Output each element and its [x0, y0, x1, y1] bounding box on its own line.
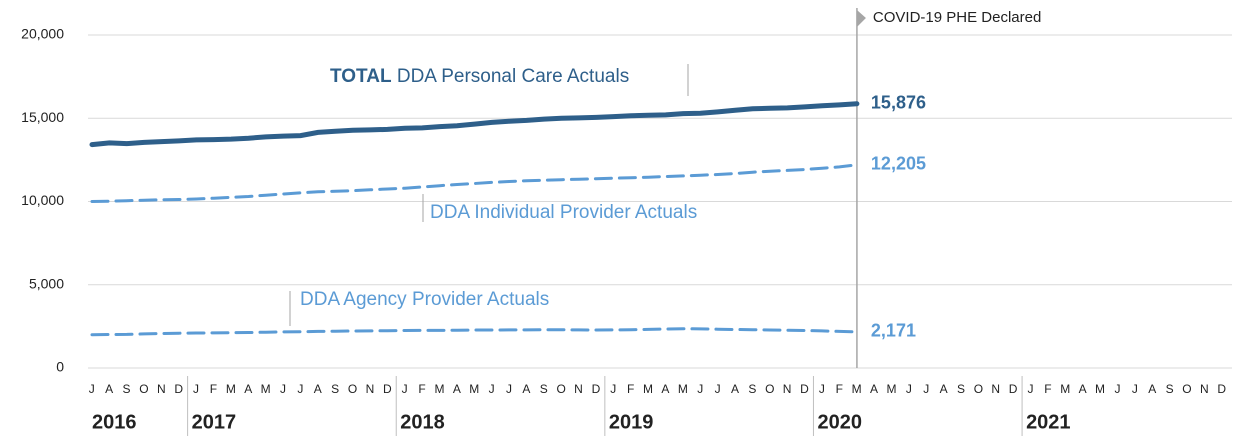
x-tick-label: J	[1114, 382, 1121, 396]
year-label: 2020	[817, 411, 862, 433]
x-tick-label: J	[1132, 382, 1139, 396]
x-tick-label: J	[697, 382, 704, 396]
y-tick-label: 0	[56, 359, 64, 375]
x-tick-label: A	[870, 382, 879, 396]
y-tick-label: 15,000	[21, 109, 64, 125]
x-tick-label: M	[261, 382, 272, 396]
x-tick-label: O	[348, 382, 358, 396]
x-tick-label: A	[661, 382, 670, 396]
x-tick-label: M	[1060, 382, 1071, 396]
x-tick-label: F	[418, 382, 426, 396]
x-tick-label: S	[1166, 382, 1175, 396]
x-tick-label: O	[139, 382, 149, 396]
x-tick-label: F	[836, 382, 844, 396]
x-tick-label: M	[678, 382, 689, 396]
x-tick-label: O	[974, 382, 984, 396]
x-tick-label: J	[489, 382, 496, 396]
x-tick-label: S	[123, 382, 132, 396]
series-label: DDA Agency Provider Actuals	[300, 289, 549, 310]
x-tick-label: A	[453, 382, 462, 396]
x-tick-label: S	[331, 382, 340, 396]
end-label: 15,876	[871, 92, 926, 112]
year-label: 2016	[92, 411, 137, 433]
x-tick-label: S	[748, 382, 757, 396]
x-tick-label: S	[957, 382, 966, 396]
x-tick-label: A	[1148, 382, 1157, 396]
x-tick-label: F	[210, 382, 218, 396]
x-tick-label: M	[434, 382, 445, 396]
x-tick-label: J	[280, 382, 287, 396]
x-tick-label: N	[157, 382, 166, 396]
x-tick-label: D	[174, 382, 183, 396]
x-tick-label: J	[89, 382, 96, 396]
x-tick-label: J	[297, 382, 304, 396]
x-tick-label: N	[783, 382, 792, 396]
x-tick-label: J	[1028, 382, 1035, 396]
end-label: 2,171	[871, 321, 916, 341]
x-tick-label: J	[402, 382, 409, 396]
x-tick-label: D	[383, 382, 392, 396]
y-tick-label: 20,000	[21, 26, 64, 42]
x-tick-label: O	[556, 382, 566, 396]
x-tick-label: D	[1217, 382, 1226, 396]
x-tick-label: M	[226, 382, 237, 396]
x-tick-label: J	[506, 382, 513, 396]
x-tick-label: F	[627, 382, 635, 396]
series-label: DDA Individual Provider Actuals	[430, 202, 697, 223]
x-tick-label: J	[923, 382, 930, 396]
x-tick-label: M	[886, 382, 897, 396]
year-label: 2019	[609, 411, 654, 433]
annotation-text: COVID-19 PHE Declared	[873, 9, 1041, 26]
x-tick-label: A	[940, 382, 949, 396]
x-tick-label: M	[469, 382, 480, 396]
year-label: 2018	[400, 411, 445, 433]
x-tick-label: A	[1079, 382, 1088, 396]
series-label-name: DDA Individual Provider Actuals	[430, 202, 697, 223]
x-tick-label: J	[610, 382, 617, 396]
x-tick-label: A	[105, 382, 114, 396]
x-tick-label: A	[731, 382, 740, 396]
x-tick-label: A	[314, 382, 323, 396]
x-tick-label: D	[1009, 382, 1018, 396]
x-tick-label: F	[1044, 382, 1052, 396]
series-label: TOTAL DDA Personal Care Actuals	[330, 66, 629, 87]
annotation-marker	[856, 10, 866, 27]
series-line	[90, 163, 859, 203]
x-tick-label: N	[991, 382, 1000, 396]
series-line	[90, 327, 859, 337]
x-tick-label: A	[244, 382, 253, 396]
y-tick-label: 5,000	[29, 275, 64, 291]
x-tick-label: J	[193, 382, 200, 396]
x-tick-label: M	[852, 382, 863, 396]
x-tick-label: N	[366, 382, 375, 396]
series-line	[89, 101, 860, 148]
x-tick-label: O	[1182, 382, 1192, 396]
series-label-prefix: TOTAL	[330, 66, 392, 87]
series-label-name: DDA Personal Care Actuals	[397, 66, 629, 87]
x-tick-label: N	[1200, 382, 1209, 396]
year-label: 2017	[192, 411, 237, 433]
series-label-name: DDA Agency Provider Actuals	[300, 289, 549, 310]
x-tick-label: M	[1095, 382, 1106, 396]
x-tick-label: A	[522, 382, 531, 396]
x-tick-label: J	[715, 382, 722, 396]
x-tick-label: O	[765, 382, 775, 396]
x-tick-label: D	[592, 382, 601, 396]
x-tick-label: D	[800, 382, 809, 396]
year-label: 2021	[1026, 411, 1071, 433]
x-tick-label: M	[643, 382, 654, 396]
x-tick-label: S	[540, 382, 549, 396]
end-label: 12,205	[871, 154, 926, 174]
x-tick-label: N	[574, 382, 583, 396]
x-tick-label: J	[819, 382, 826, 396]
x-tick-label: J	[906, 382, 913, 396]
y-tick-label: 10,000	[21, 192, 64, 208]
